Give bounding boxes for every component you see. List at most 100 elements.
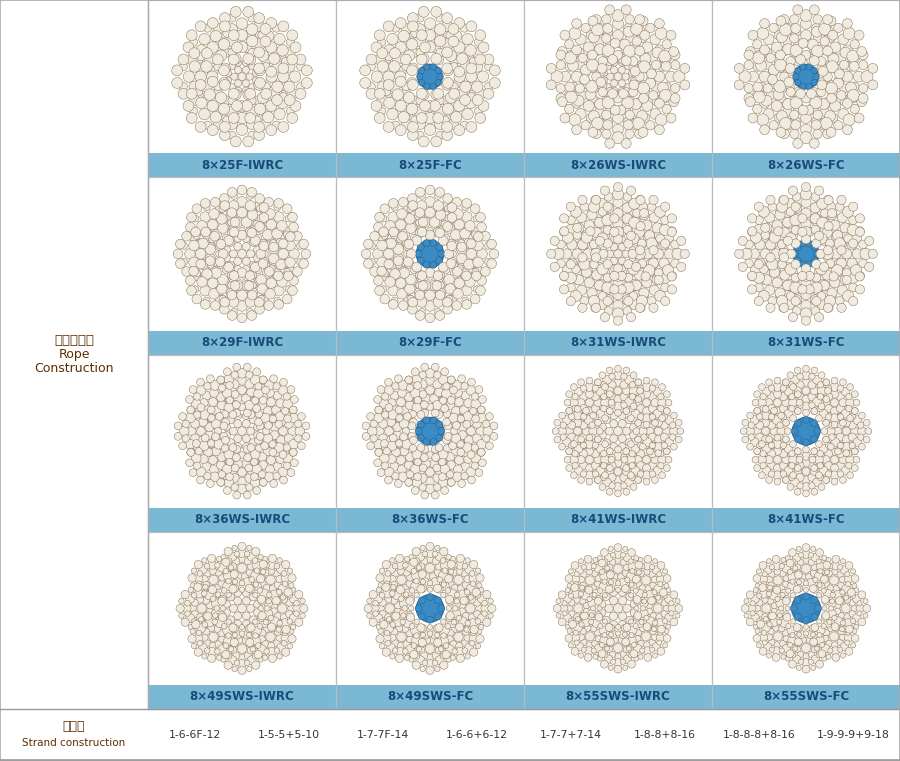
Circle shape	[431, 445, 439, 453]
Circle shape	[447, 458, 455, 466]
Circle shape	[426, 468, 435, 476]
Circle shape	[300, 604, 308, 613]
Circle shape	[752, 52, 765, 64]
Circle shape	[769, 571, 775, 578]
Text: 8×29F-IWRC: 8×29F-IWRC	[201, 336, 284, 349]
Circle shape	[795, 584, 803, 593]
Circle shape	[220, 21, 230, 32]
Circle shape	[820, 24, 832, 36]
Circle shape	[446, 92, 456, 103]
Circle shape	[183, 42, 194, 53]
Circle shape	[188, 635, 196, 643]
Circle shape	[554, 436, 561, 443]
Circle shape	[278, 239, 288, 249]
Circle shape	[751, 438, 759, 447]
Circle shape	[783, 290, 791, 299]
Circle shape	[771, 602, 778, 609]
Circle shape	[754, 239, 763, 248]
Circle shape	[748, 272, 757, 281]
Circle shape	[215, 442, 223, 450]
Circle shape	[640, 599, 648, 607]
Circle shape	[417, 113, 428, 123]
Circle shape	[844, 575, 853, 583]
Circle shape	[658, 463, 664, 469]
Circle shape	[817, 381, 824, 388]
Circle shape	[262, 386, 269, 394]
Text: 8×55SWS-FC: 8×55SWS-FC	[763, 690, 849, 703]
Circle shape	[472, 240, 483, 250]
Circle shape	[846, 451, 852, 457]
Circle shape	[602, 579, 608, 584]
Circle shape	[408, 201, 418, 210]
Circle shape	[779, 303, 788, 313]
Circle shape	[849, 442, 856, 449]
Circle shape	[849, 610, 856, 617]
Circle shape	[591, 640, 599, 647]
Circle shape	[410, 647, 419, 656]
Circle shape	[194, 589, 203, 598]
Circle shape	[612, 574, 618, 580]
Circle shape	[256, 422, 264, 430]
Circle shape	[457, 256, 466, 266]
Circle shape	[776, 127, 786, 137]
Circle shape	[773, 440, 782, 448]
Circle shape	[258, 393, 267, 402]
Circle shape	[259, 376, 267, 384]
Circle shape	[237, 18, 248, 29]
Circle shape	[644, 231, 654, 240]
Circle shape	[813, 578, 818, 582]
Circle shape	[560, 272, 569, 281]
Circle shape	[769, 24, 778, 33]
Circle shape	[230, 400, 239, 410]
Circle shape	[417, 74, 423, 80]
Circle shape	[840, 626, 844, 632]
Circle shape	[253, 578, 258, 584]
Circle shape	[197, 624, 205, 632]
Circle shape	[567, 583, 572, 588]
Circle shape	[565, 82, 575, 92]
Circle shape	[195, 71, 206, 82]
Circle shape	[292, 266, 302, 276]
Circle shape	[233, 558, 239, 565]
Circle shape	[832, 597, 837, 602]
Circle shape	[652, 95, 663, 106]
Circle shape	[278, 584, 287, 593]
Circle shape	[605, 655, 613, 664]
Circle shape	[435, 584, 443, 593]
Circle shape	[816, 250, 825, 259]
Circle shape	[252, 69, 259, 76]
Circle shape	[418, 257, 424, 264]
Circle shape	[760, 275, 770, 285]
Circle shape	[274, 199, 284, 209]
Circle shape	[842, 249, 851, 259]
Circle shape	[811, 419, 817, 427]
Circle shape	[254, 431, 261, 439]
Circle shape	[794, 467, 802, 476]
Circle shape	[465, 654, 471, 659]
Circle shape	[408, 298, 418, 307]
Circle shape	[222, 388, 232, 398]
Circle shape	[289, 406, 297, 414]
Circle shape	[425, 185, 435, 195]
Circle shape	[628, 69, 635, 76]
Circle shape	[460, 24, 469, 32]
Circle shape	[218, 114, 226, 122]
Circle shape	[669, 600, 674, 606]
Circle shape	[803, 593, 810, 600]
Circle shape	[630, 609, 638, 616]
Circle shape	[785, 656, 790, 661]
Circle shape	[821, 634, 828, 642]
Circle shape	[223, 636, 232, 645]
Circle shape	[254, 600, 261, 608]
Circle shape	[799, 240, 806, 247]
Circle shape	[773, 89, 784, 100]
Circle shape	[435, 68, 441, 74]
Circle shape	[635, 303, 644, 313]
Circle shape	[768, 597, 774, 604]
Circle shape	[397, 209, 407, 219]
Circle shape	[261, 439, 270, 449]
Circle shape	[778, 599, 782, 604]
Circle shape	[843, 616, 849, 622]
Circle shape	[842, 45, 852, 55]
Circle shape	[241, 42, 252, 53]
